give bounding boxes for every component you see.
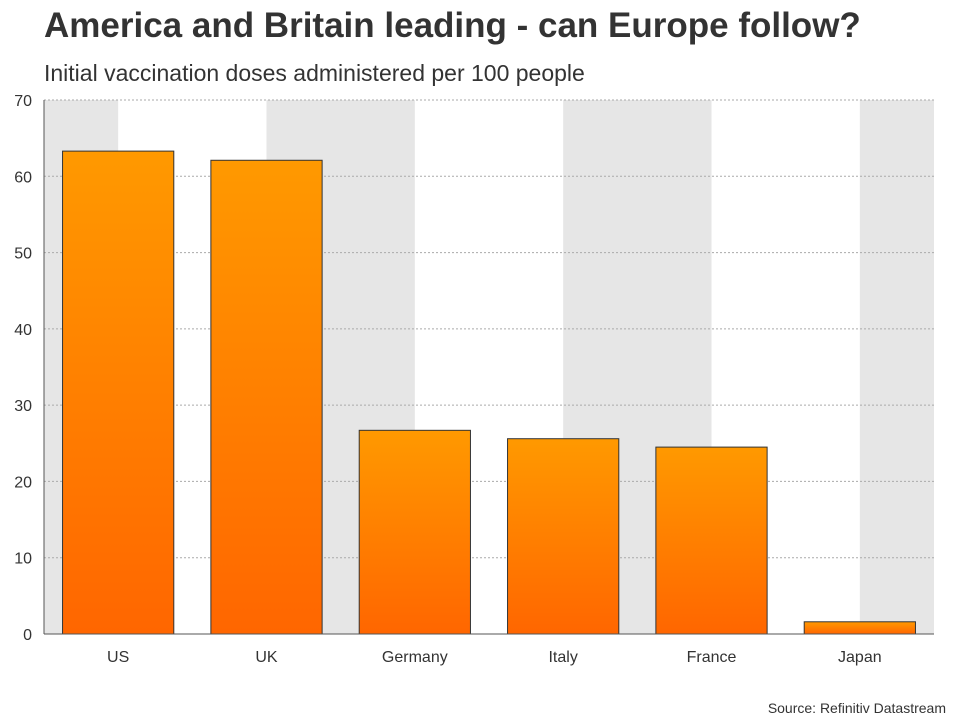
bar-uk: [210, 159, 323, 635]
category-bands: [44, 100, 934, 634]
background-band: [859, 100, 934, 634]
y-tick-label: 40: [14, 322, 32, 339]
bars: [62, 150, 916, 635]
y-tick-label: 60: [14, 169, 32, 186]
bar-italy: [507, 438, 620, 635]
y-tick-label: 50: [14, 246, 32, 263]
axes: [43, 100, 934, 635]
y-tick-label: 10: [14, 551, 32, 568]
bar-us: [62, 150, 175, 635]
source-note: Source: Refinitiv Datastream: [767, 700, 946, 716]
bar-france: [655, 446, 768, 635]
chart-subtitle: Initial vaccination doses administered p…: [44, 60, 585, 86]
y-tick-label: 70: [14, 93, 32, 110]
bar-germany: [358, 429, 471, 635]
x-tick-label-italy: Italy: [548, 649, 577, 666]
bar-japan: [803, 621, 916, 635]
x-tick-label-germany: Germany: [382, 649, 448, 666]
y-tick-labels: 0 10 20 30 40 50 60 70: [14, 93, 32, 644]
chart-title: America and Britain leading - can Europe…: [44, 6, 861, 45]
x-tick-label-us: US: [107, 649, 129, 666]
y-tick-label: 0: [23, 627, 32, 644]
x-tick-labels: US UK Germany Italy France Japan: [107, 649, 882, 666]
y-tick-label: 20: [14, 474, 32, 491]
x-tick-label-france: France: [687, 649, 737, 666]
gridlines: [44, 99, 934, 559]
x-tick-label-uk: UK: [255, 649, 278, 666]
y-tick-label: 30: [14, 398, 32, 415]
x-tick-label-japan: Japan: [838, 649, 882, 666]
